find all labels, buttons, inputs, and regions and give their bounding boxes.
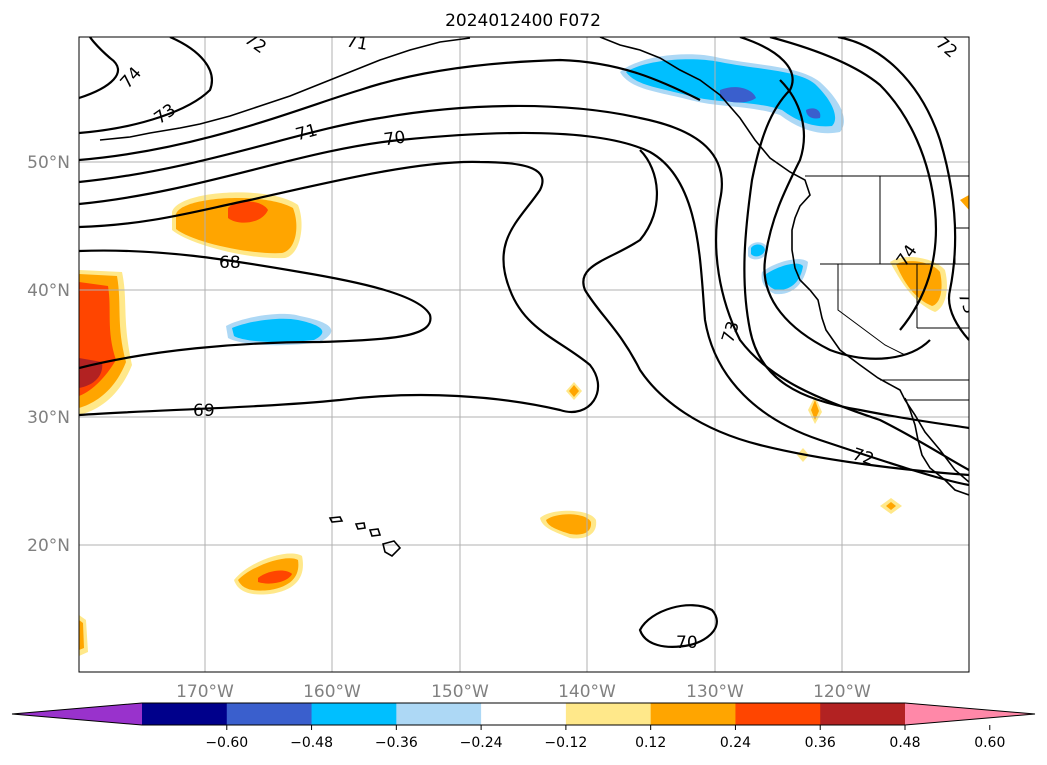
anomaly-region-northeast-blue-peak-2 xyxy=(806,108,821,119)
lat-label: 50°N xyxy=(27,153,70,173)
lat-label: 20°N xyxy=(27,536,70,556)
contour-line xyxy=(582,149,969,477)
colorbar-segment xyxy=(226,703,313,725)
anomaly-region-blue-coast-1-core xyxy=(751,244,765,257)
anomaly-region-southwest-peak xyxy=(258,570,292,584)
contour-label: 69 xyxy=(193,401,215,421)
colorbar-extend-min xyxy=(12,703,142,725)
longitude-labels: 170°W 160°W 150°W 140°W 130°W 120°W xyxy=(176,682,871,702)
colorbar-tick-label: −0.12 xyxy=(544,735,587,751)
contour-line xyxy=(79,131,969,487)
political-borders xyxy=(805,175,969,401)
anomaly-region-south-central-core xyxy=(546,514,592,535)
anomaly-region-right-edge xyxy=(960,195,969,210)
height-contours xyxy=(79,37,969,648)
lon-label: 170°W xyxy=(176,682,234,702)
baja-coastline xyxy=(904,397,969,496)
map-frame xyxy=(78,36,970,673)
contour-label: 71 xyxy=(345,31,370,54)
colorbar-tick-label: −0.48 xyxy=(290,735,333,751)
latitude-labels: 50°N 40°N 30°N 20°N xyxy=(27,153,70,556)
coastlines xyxy=(99,37,969,557)
anomaly-region-bottom-left-core xyxy=(79,620,84,650)
contour-line xyxy=(79,249,432,370)
hawaii-island-1 xyxy=(328,516,344,523)
contour-line xyxy=(739,37,969,430)
contour-label: 68 xyxy=(219,253,241,273)
colorbar-tick-label: −0.36 xyxy=(375,735,418,751)
graticule xyxy=(79,37,969,672)
lon-label: 160°W xyxy=(303,682,361,702)
colorbar-segment xyxy=(565,703,652,725)
colorbar-extend-max xyxy=(905,703,1035,725)
contour-line xyxy=(79,58,701,162)
contour-line xyxy=(79,37,120,100)
colorbar-segment xyxy=(820,703,906,725)
colorbar-segment xyxy=(735,703,821,725)
contour-line xyxy=(638,604,718,648)
colorbar-outline xyxy=(11,702,1036,726)
lat-label: 40°N xyxy=(27,281,70,301)
anomaly-region-small-orange-1 xyxy=(569,385,579,397)
colorbar-segment xyxy=(311,703,397,725)
colorbar-tick-label: 0.60 xyxy=(974,735,1005,751)
colorbar-tick-label: 0.36 xyxy=(805,735,836,751)
colorbar: −0.60 −0.48 −0.36 −0.24 −0.12 0.12 0.24 0.36 0.4… xyxy=(11,702,1036,751)
aleutian-coastline xyxy=(99,37,471,141)
alaska-gulf-coastline xyxy=(599,37,969,483)
hawaii-island-4 xyxy=(382,540,402,557)
colorbar-segment xyxy=(142,703,228,725)
map-title: 2024012400 F072 xyxy=(445,11,601,31)
colorbar-segment xyxy=(650,703,736,725)
anomaly-region-central-blue-core xyxy=(232,318,323,343)
colorbar-tick-label: 0.48 xyxy=(889,735,920,751)
contour-line xyxy=(79,104,969,471)
anomaly-region-blue-coast-2-core xyxy=(765,263,803,291)
lat-label: 30°N xyxy=(27,408,70,428)
colorbar-tick-label: −0.24 xyxy=(460,735,503,751)
lon-label: 150°W xyxy=(431,682,489,702)
colorbar-tick-label: 0.12 xyxy=(635,735,666,751)
anomaly-shading xyxy=(79,54,969,656)
contour-label: 70 xyxy=(383,127,407,150)
lon-label: 140°W xyxy=(558,682,616,702)
anomaly-region-north-pacific-peak xyxy=(228,201,268,223)
map-content: 74 73 72 71 70 68 69 70 73 72 74 73 72 7… xyxy=(79,31,969,672)
hawaii-island-2 xyxy=(354,522,366,530)
anomaly-region-northeast-blue-peak xyxy=(720,87,756,103)
anomaly-region-baja-3-core xyxy=(886,502,896,510)
hawaii-island-3 xyxy=(368,528,382,537)
colorbar-tick-label: −0.60 xyxy=(205,735,248,751)
contour-line xyxy=(763,79,931,360)
contour-line xyxy=(769,37,937,331)
contour-line xyxy=(837,37,969,341)
contour-line xyxy=(79,160,600,417)
lon-label: 120°W xyxy=(813,682,871,702)
contour-label: 70 xyxy=(676,633,698,653)
lon-label: 130°W xyxy=(686,682,744,702)
colorbar-segment xyxy=(481,703,567,725)
map-background xyxy=(79,37,969,672)
anomaly-region-baja-1-core xyxy=(811,400,819,420)
colorbar-tick-label: 0.24 xyxy=(720,735,751,751)
colorbar-segment xyxy=(396,703,482,725)
contour-line xyxy=(79,37,213,135)
